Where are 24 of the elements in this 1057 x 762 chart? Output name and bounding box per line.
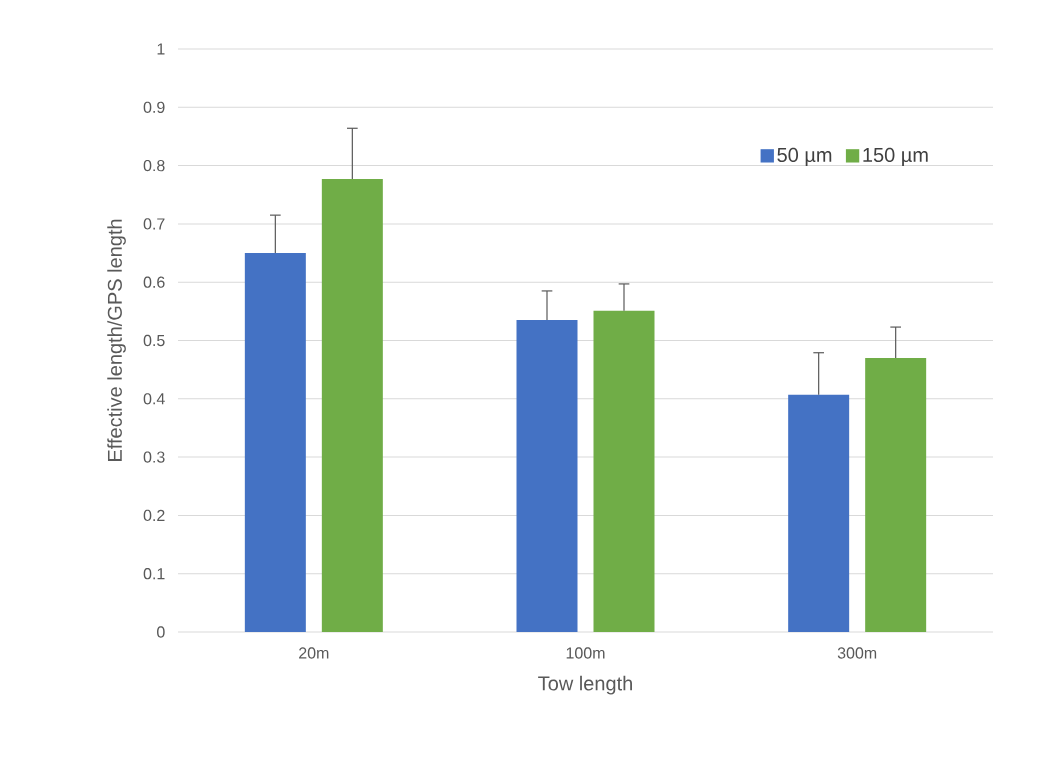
y-tick-label: 0.8 bbox=[143, 159, 165, 172]
x-tick-label: 20m bbox=[299, 647, 329, 659]
y-tick-label: 0.5 bbox=[143, 334, 165, 347]
y-tick-label: 0.3 bbox=[143, 451, 165, 463]
bar bbox=[865, 357, 927, 632]
y-tick-label: 0.2 bbox=[143, 509, 165, 522]
y-tick-label: 0.1 bbox=[143, 568, 165, 580]
bar bbox=[516, 320, 578, 632]
bar bbox=[244, 253, 306, 632]
y-tick-label: 0.4 bbox=[143, 393, 165, 405]
y-tick-label: 1 bbox=[157, 43, 165, 55]
y-tick-label: 0.7 bbox=[143, 218, 165, 230]
x-tick-label: 300m bbox=[837, 647, 877, 659]
x-tick-label: 100m bbox=[566, 647, 605, 659]
legend-label: 150 µm bbox=[863, 147, 928, 166]
y-tick-label: 0.6 bbox=[143, 276, 165, 288]
legend-label: 50 µm bbox=[777, 147, 832, 166]
bar bbox=[788, 394, 850, 632]
y-tick-label: 0.9 bbox=[143, 101, 165, 113]
bar bbox=[593, 310, 655, 632]
bar bbox=[321, 178, 383, 632]
y-axis-title: Effective length/GPS length bbox=[107, 219, 126, 461]
x-axis-title: Tow length bbox=[538, 675, 632, 695]
y-tick-label: 0 bbox=[157, 626, 165, 638]
